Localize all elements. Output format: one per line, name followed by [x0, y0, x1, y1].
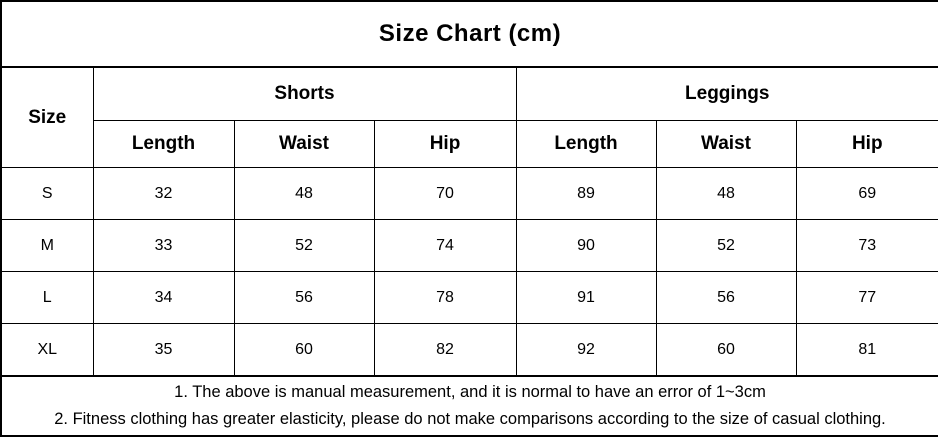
value-cell: 89 [515, 167, 657, 220]
value-cell: 91 [515, 271, 657, 324]
value-cell: 34 [92, 271, 235, 324]
value-cell: 69 [795, 167, 938, 220]
value-cell: 74 [373, 219, 517, 272]
value-cell: 56 [233, 271, 375, 324]
value-cell: 60 [233, 323, 375, 377]
value-cell: 92 [515, 323, 657, 377]
leggings-length-header: Length [515, 120, 657, 168]
note-line-2: 2. Fitness clothing has greater elastici… [54, 410, 886, 428]
size-cell: L [0, 271, 94, 324]
size-column-header: Size [0, 66, 94, 168]
table-row-m: M 33 52 74 90 52 73 [0, 219, 938, 272]
value-cell: 56 [655, 271, 797, 324]
leggings-hip-header: Hip [795, 120, 938, 168]
table-row-l: L 34 56 78 91 56 77 [0, 271, 938, 324]
sub-header-row: Length Waist Hip Length Waist Hip [1, 120, 938, 168]
title-row: Size Chart (cm) [0, 0, 938, 68]
value-cell: 48 [655, 167, 797, 220]
value-cell: 52 [233, 219, 375, 272]
table-row-xl: XL 35 60 82 92 60 81 [0, 323, 938, 377]
measurement-notes: 1. The above is manual measurement, and … [0, 375, 938, 437]
chart-title: Size Chart (cm) [0, 0, 938, 68]
value-cell: 78 [373, 271, 517, 324]
value-cell: 82 [373, 323, 517, 377]
table-row-s: S 32 48 70 89 48 69 [0, 167, 938, 220]
shorts-hip-header: Hip [373, 120, 517, 168]
value-cell: 81 [795, 323, 938, 377]
value-cell: 52 [655, 219, 797, 272]
shorts-length-header: Length [92, 120, 235, 168]
notes-row: 1. The above is manual measurement, and … [0, 375, 938, 437]
value-cell: 33 [92, 219, 235, 272]
value-cell: 35 [92, 323, 235, 377]
note-line-1: 1. The above is manual measurement, and … [174, 382, 766, 401]
column-group-shorts: Shorts [92, 66, 517, 121]
value-cell: 32 [92, 167, 235, 220]
column-group-leggings: Leggings [515, 66, 938, 121]
shorts-waist-header: Waist [233, 120, 375, 168]
value-cell: 60 [655, 323, 797, 377]
value-cell: 48 [233, 167, 375, 220]
value-cell: 70 [373, 167, 517, 220]
group-header-row: Size Shorts Leggings [0, 66, 938, 168]
size-cell: M [0, 219, 94, 272]
leggings-waist-header: Waist [655, 120, 797, 168]
size-cell: S [0, 167, 94, 220]
value-cell: 73 [795, 219, 938, 272]
size-cell: XL [0, 323, 94, 377]
value-cell: 77 [795, 271, 938, 324]
value-cell: 90 [515, 219, 657, 272]
